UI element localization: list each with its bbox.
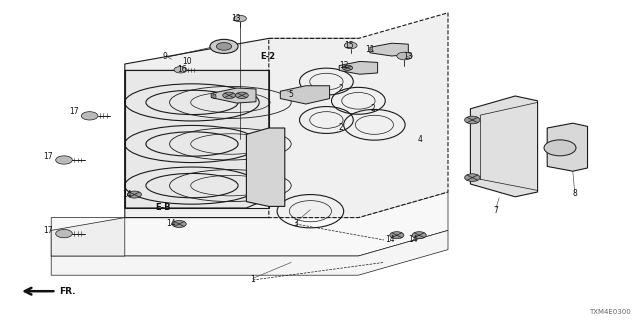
Circle shape — [223, 92, 236, 99]
Circle shape — [174, 67, 187, 73]
Text: 14: 14 — [408, 235, 418, 244]
Circle shape — [127, 191, 141, 198]
Text: 11: 11 — [365, 45, 374, 54]
Text: 5: 5 — [289, 90, 294, 99]
Text: 15: 15 — [344, 41, 354, 50]
Circle shape — [56, 156, 72, 164]
Circle shape — [465, 174, 480, 181]
Text: 14: 14 — [122, 190, 132, 199]
Polygon shape — [125, 38, 358, 218]
Text: E-2: E-2 — [260, 52, 275, 61]
Polygon shape — [51, 192, 448, 256]
Text: 10: 10 — [182, 57, 192, 66]
Circle shape — [56, 229, 72, 238]
Circle shape — [465, 116, 480, 124]
Polygon shape — [269, 13, 448, 218]
Text: 14: 14 — [385, 235, 396, 244]
Text: 2: 2 — [370, 104, 375, 113]
Text: 1: 1 — [250, 276, 255, 284]
Text: TXM4E0300: TXM4E0300 — [589, 309, 630, 315]
Circle shape — [342, 65, 353, 70]
Circle shape — [236, 92, 248, 99]
Circle shape — [234, 15, 246, 22]
Text: 14: 14 — [166, 219, 176, 228]
Text: 8: 8 — [572, 189, 577, 198]
Circle shape — [412, 232, 426, 239]
Text: 6: 6 — [212, 92, 217, 100]
Text: 13: 13 — [230, 14, 241, 23]
Text: 16: 16 — [177, 65, 188, 74]
Polygon shape — [470, 96, 538, 197]
Polygon shape — [246, 128, 285, 206]
Circle shape — [172, 220, 186, 228]
Text: 17: 17 — [68, 107, 79, 116]
Circle shape — [397, 52, 412, 60]
Circle shape — [210, 39, 238, 53]
Polygon shape — [125, 70, 269, 208]
Polygon shape — [339, 61, 378, 74]
Text: 2: 2 — [339, 123, 344, 132]
Polygon shape — [211, 88, 256, 103]
Circle shape — [544, 140, 576, 156]
Circle shape — [390, 232, 404, 239]
Circle shape — [81, 112, 98, 120]
Text: 7: 7 — [493, 206, 499, 215]
Text: FR.: FR. — [60, 287, 76, 296]
Polygon shape — [547, 123, 588, 171]
Text: 17: 17 — [43, 226, 53, 235]
Polygon shape — [51, 218, 125, 256]
Text: 4: 4 — [418, 135, 423, 144]
Text: E-B: E-B — [156, 203, 171, 212]
Text: 12: 12 — [340, 61, 349, 70]
Text: 13: 13 — [403, 52, 413, 60]
Text: 17: 17 — [43, 152, 53, 161]
Polygon shape — [51, 230, 448, 275]
Polygon shape — [370, 43, 408, 56]
Text: 2: 2 — [339, 84, 344, 93]
Text: 9: 9 — [163, 52, 168, 60]
Text: 3: 3 — [293, 220, 298, 228]
Circle shape — [344, 42, 357, 49]
Polygon shape — [280, 86, 330, 104]
Circle shape — [216, 43, 232, 50]
